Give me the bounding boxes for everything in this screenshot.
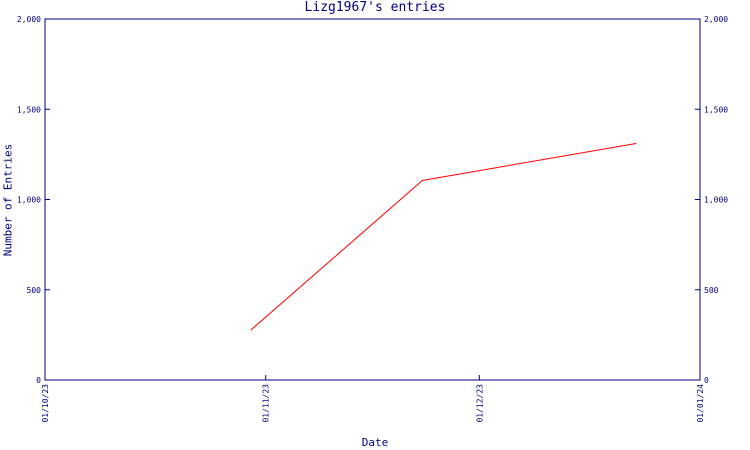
x-tick-label: 01/01/24 bbox=[696, 384, 705, 423]
y-tick-label: 2,000 bbox=[17, 15, 41, 24]
y-tick-label: 1,500 bbox=[17, 105, 41, 114]
data-point bbox=[250, 328, 253, 331]
plot-area-border bbox=[44, 18, 701, 381]
y-tick-label-right: 500 bbox=[704, 286, 719, 295]
y-tick-label: 1,000 bbox=[17, 196, 41, 205]
data-point bbox=[421, 179, 423, 182]
y-tick-label-right: 0 bbox=[704, 376, 709, 385]
y-axis-right: 0 500 1,000 1,500 2,000 bbox=[695, 15, 728, 385]
chart-title: Lizg1967's entries bbox=[304, 0, 446, 15]
y-axis-left: 0 500 1,000 1,500 2,000 bbox=[17, 15, 50, 385]
y-tick-label: 0 bbox=[36, 376, 41, 385]
x-tick-label: 01/12/23 bbox=[475, 384, 484, 423]
y-tick-label: 500 bbox=[27, 286, 42, 295]
y-tick-label-right: 2,000 bbox=[704, 15, 728, 24]
x-axis-label: Date bbox=[361, 436, 389, 449]
x-axis: 01/10/23 01/11/23 01/12/23 01/01/24 bbox=[41, 375, 705, 423]
series-layer bbox=[250, 142, 637, 331]
y-tick-label-right: 1,000 bbox=[704, 196, 728, 205]
y-tick-label-right: 1,500 bbox=[704, 105, 728, 114]
series-line bbox=[251, 143, 636, 330]
x-tick-label: 01/10/23 bbox=[41, 384, 50, 423]
data-point bbox=[635, 142, 637, 145]
x-tick-label: 01/11/23 bbox=[262, 384, 271, 423]
